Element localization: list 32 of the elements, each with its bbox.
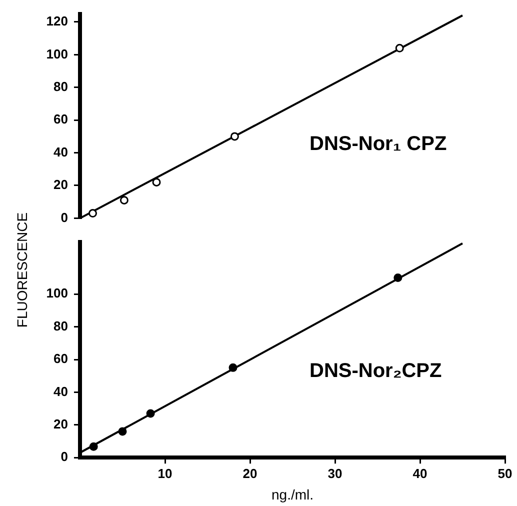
- point: [228, 363, 238, 372]
- point: [395, 44, 404, 52]
- y-tick-label: 60: [54, 112, 68, 127]
- x-axis-title: ng./ml.: [271, 486, 314, 502]
- annotation: DNS-Nor₂CPZ: [310, 360, 442, 382]
- y-axis-title: FLUORESCENCE: [14, 212, 30, 328]
- point: [89, 442, 98, 451]
- x-tick-label: 40: [412, 466, 428, 481]
- y-tick-label: 60: [54, 351, 68, 366]
- y-tick-label: 20: [54, 177, 68, 192]
- point: [88, 209, 97, 218]
- point: [118, 427, 127, 436]
- y-tick-label: 0: [60, 210, 68, 225]
- point: [120, 196, 128, 204]
- y-tick-label: 100: [46, 46, 68, 62]
- y-tick-label: 100: [46, 286, 68, 301]
- point: [394, 274, 402, 282]
- y-tick-label: 0: [60, 449, 68, 464]
- x-tick-label: 20: [242, 466, 258, 481]
- annotation: DNS-Nor₁ CPZ: [310, 133, 447, 156]
- y-tick-label: 80: [54, 78, 68, 94]
- point: [230, 132, 239, 141]
- y-tick-label: 40: [54, 384, 68, 399]
- y-tick-label: 80: [54, 318, 68, 334]
- y-tick-label: 120: [46, 14, 68, 29]
- x-tick-label: 30: [328, 466, 342, 481]
- y-tick-label: 40: [54, 144, 68, 160]
- point: [152, 178, 161, 186]
- y-tick-label: 20: [54, 416, 68, 432]
- x-tick-label: 50: [498, 466, 512, 481]
- x-tick-label: 10: [158, 466, 172, 481]
- point: [146, 409, 155, 418]
